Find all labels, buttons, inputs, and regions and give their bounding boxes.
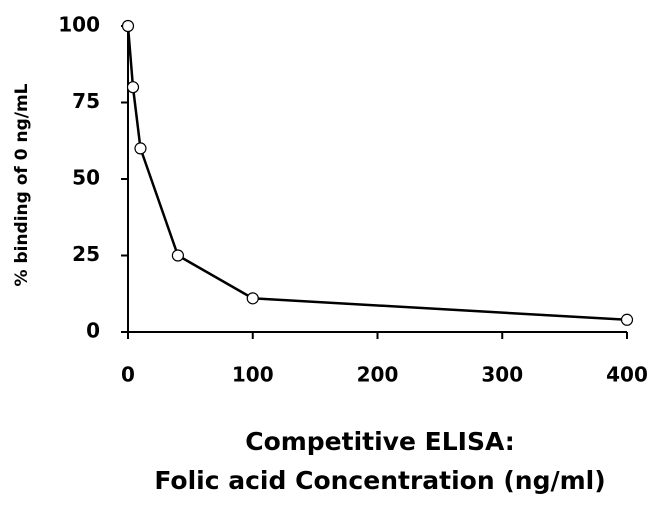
y-tick-label: 100 [58, 13, 100, 37]
marker [121, 19, 135, 33]
y-tick-label: 25 [72, 242, 100, 266]
y-tick-label: 0 [86, 319, 100, 343]
marker [620, 313, 634, 326]
y-axis-label: % binding of 0 ng/mL [12, 83, 32, 286]
x-tick-label: 200 [357, 363, 399, 387]
marker [126, 81, 140, 94]
x-tick-label: 100 [232, 363, 274, 387]
x-tick-label: 300 [481, 363, 523, 387]
x-tick-label: 400 [606, 363, 648, 387]
y-tick-label: 75 [72, 89, 100, 113]
y-tick-label: 50 [72, 166, 100, 190]
line [126, 25, 628, 322]
x-axis-label: Competitive ELISA: [245, 427, 515, 456]
x-tick-label: 0 [121, 363, 135, 387]
marker [134, 142, 147, 155]
marker [171, 249, 184, 262]
marker [246, 292, 259, 305]
x-axis-label: Folic acid Concentration (ng/ml) [154, 466, 605, 495]
